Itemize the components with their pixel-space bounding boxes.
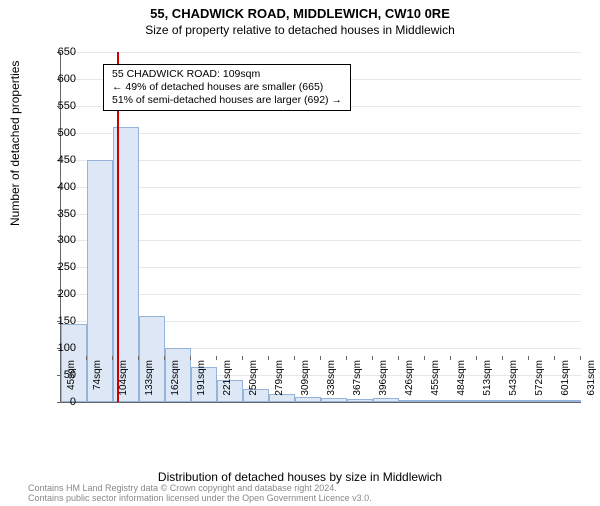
x-tick-mark (528, 356, 529, 360)
histogram-bar (529, 400, 555, 402)
x-tick-label: 74sqm (92, 360, 103, 400)
x-tick-label: 572sqm (534, 360, 545, 400)
y-tick-label: 200 (41, 288, 76, 300)
histogram-bar (425, 400, 451, 402)
grid-line (61, 267, 581, 268)
y-axis-label: Number of detached properties (8, 61, 22, 226)
histogram-bar (399, 400, 425, 402)
x-tick-label: 221sqm (222, 360, 233, 400)
x-tick-mark (398, 356, 399, 360)
x-axis-label: Distribution of detached houses by size … (0, 470, 600, 484)
x-tick-mark (476, 356, 477, 360)
y-tick-label: 600 (41, 73, 76, 85)
x-tick-mark (346, 356, 347, 360)
grid-line (61, 160, 581, 161)
x-tick-mark (580, 356, 581, 360)
x-tick-mark (216, 356, 217, 360)
title-address: 55, CHADWICK ROAD, MIDDLEWICH, CW10 0RE (0, 6, 600, 21)
x-tick-label: 396sqm (378, 360, 389, 400)
x-tick-label: 455sqm (430, 360, 441, 400)
grid-line (61, 214, 581, 215)
x-tick-mark (60, 356, 61, 360)
x-tick-label: 133sqm (144, 360, 155, 400)
x-tick-mark (242, 356, 243, 360)
y-tick-label: 250 (41, 261, 76, 273)
y-tick-label: 150 (41, 315, 76, 327)
x-tick-mark (164, 356, 165, 360)
x-tick-label: 631sqm (586, 360, 597, 400)
x-tick-mark (190, 356, 191, 360)
histogram-bar (555, 400, 581, 402)
chart-plot-area: 55 CHADWICK ROAD: 109sqm ← 49% of detach… (60, 52, 581, 403)
annotation-line2: ← 49% of detached houses are smaller (66… (112, 81, 342, 94)
y-tick-label: 500 (41, 127, 76, 139)
x-tick-label: 484sqm (456, 360, 467, 400)
x-tick-label: 162sqm (170, 360, 181, 400)
x-tick-label: 45sqm (66, 360, 77, 400)
x-tick-mark (86, 356, 87, 360)
x-tick-mark (138, 356, 139, 360)
chart-container: 55, CHADWICK ROAD, MIDDLEWICH, CW10 0RE … (0, 6, 600, 506)
x-tick-mark (294, 356, 295, 360)
x-tick-label: 543sqm (508, 360, 519, 400)
footer-line2: Contains public sector information licen… (28, 494, 372, 504)
x-tick-label: 250sqm (248, 360, 259, 400)
x-tick-mark (112, 356, 113, 360)
x-tick-mark (502, 356, 503, 360)
x-tick-mark (554, 356, 555, 360)
x-tick-mark (450, 356, 451, 360)
grid-line (61, 294, 581, 295)
y-tick-label: 450 (41, 154, 76, 166)
x-tick-label: 426sqm (404, 360, 415, 400)
grid-line (61, 52, 581, 53)
y-tick-label: 350 (41, 208, 76, 220)
y-tick-label: 650 (41, 46, 76, 58)
y-tick-label: 400 (41, 181, 76, 193)
x-tick-label: 338sqm (326, 360, 337, 400)
x-tick-mark (320, 356, 321, 360)
grid-line (61, 240, 581, 241)
annotation-box: 55 CHADWICK ROAD: 109sqm ← 49% of detach… (103, 64, 351, 111)
footer-attribution: Contains HM Land Registry data © Crown c… (28, 484, 372, 504)
histogram-bar (477, 400, 503, 402)
y-tick-label: 100 (41, 342, 76, 354)
annotation-line1: 55 CHADWICK ROAD: 109sqm (112, 68, 342, 81)
grid-line (61, 133, 581, 134)
x-tick-label: 279sqm (274, 360, 285, 400)
grid-line (61, 187, 581, 188)
y-tick-label: 550 (41, 100, 76, 112)
x-tick-label: 367sqm (352, 360, 363, 400)
x-tick-label: 309sqm (300, 360, 311, 400)
x-tick-mark (268, 356, 269, 360)
x-tick-label: 104sqm (118, 360, 129, 400)
title-subtitle: Size of property relative to detached ho… (0, 23, 600, 37)
histogram-bar (503, 400, 529, 402)
x-tick-label: 191sqm (196, 360, 207, 400)
annotation-line3: 51% of semi-detached houses are larger (… (112, 94, 342, 107)
histogram-bar (451, 400, 477, 402)
x-tick-mark (372, 356, 373, 360)
x-tick-mark (424, 356, 425, 360)
x-tick-label: 601sqm (560, 360, 571, 400)
x-tick-label: 513sqm (482, 360, 493, 400)
y-tick-label: 300 (41, 234, 76, 246)
